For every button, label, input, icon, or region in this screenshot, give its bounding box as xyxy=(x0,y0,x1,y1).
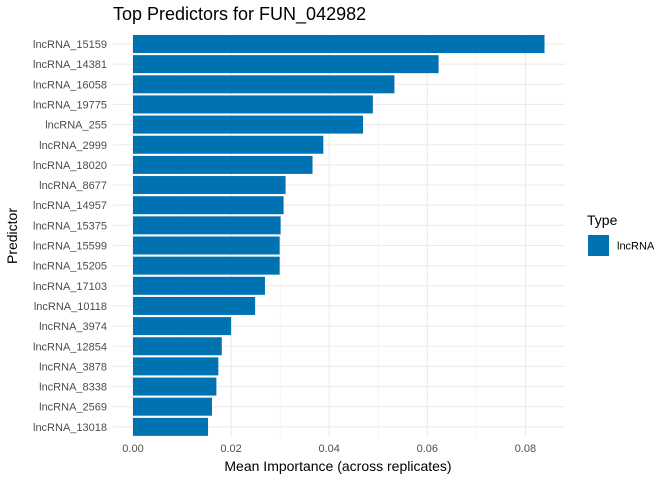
y-tick-label: lncRNA_15205 xyxy=(33,261,107,273)
bar xyxy=(133,196,284,215)
x-tick-labels: 0.00 0.02 0.04 0.06 0.08 xyxy=(122,443,536,455)
y-tick-labels: lncRNA_15159 lncRNA_14381 lncRNA_16058 lncR… xyxy=(33,39,107,434)
y-axis-title: Predictor xyxy=(4,208,20,264)
y-tick-label: lncRNA_3878 xyxy=(39,361,107,373)
bar xyxy=(133,417,209,436)
bar xyxy=(133,35,545,53)
bar xyxy=(133,276,265,295)
bar xyxy=(133,337,222,356)
y-tick-label: lncRNA_15599 xyxy=(33,241,107,253)
chart-title: Top Predictors for FUN_042982 xyxy=(113,4,366,25)
y-tick-label: lncRNA_8677 xyxy=(39,180,107,192)
bar xyxy=(133,236,280,255)
legend-label-lncrna: lncRNA xyxy=(617,241,655,253)
bar xyxy=(133,176,286,195)
y-tick-label: lncRNA_255 xyxy=(45,120,107,132)
x-tick-label: 0.08 xyxy=(515,443,536,455)
y-tick-label: lncRNA_2569 xyxy=(39,402,107,414)
legend: Type lncRNA xyxy=(587,212,655,256)
legend-title: Type xyxy=(587,212,618,228)
bar xyxy=(133,75,395,94)
y-tick-label: lncRNA_14381 xyxy=(33,59,107,71)
y-tick-label: lncRNA_10118 xyxy=(34,301,107,313)
bar xyxy=(133,135,324,154)
y-tick-label: lncRNA_17103 xyxy=(33,281,107,293)
bar xyxy=(133,216,281,235)
bar xyxy=(133,317,232,336)
y-tick-label: lncRNA_3974 xyxy=(39,321,107,333)
bar xyxy=(133,115,364,134)
x-tick-label: 0.02 xyxy=(220,443,241,455)
y-tick-label: lncRNA_2999 xyxy=(39,140,107,152)
bars xyxy=(133,35,545,436)
legend-key-lncrna xyxy=(588,235,609,256)
x-tick-label: 0.00 xyxy=(122,443,143,455)
bar xyxy=(133,296,256,315)
y-tick-label: lncRNA_8338 xyxy=(39,382,107,394)
bar xyxy=(133,377,217,396)
y-tick-label: lncRNA_13018 xyxy=(33,422,107,434)
bar xyxy=(133,256,280,275)
bar xyxy=(133,357,219,376)
bar xyxy=(133,155,313,174)
bar xyxy=(133,95,373,114)
y-tick-label: lncRNA_18020 xyxy=(33,160,107,172)
x-tick-label: 0.06 xyxy=(417,443,438,455)
y-tick-label: lncRNA_16058 xyxy=(33,79,107,91)
y-tick-label: lncRNA_15159 xyxy=(33,39,107,51)
y-tick-label: lncRNA_14957 xyxy=(33,200,107,212)
grid xyxy=(113,34,565,437)
bar xyxy=(133,397,212,416)
y-tick-label: lncRNA_19775 xyxy=(33,99,107,111)
bar xyxy=(133,55,439,74)
x-tick-label: 0.04 xyxy=(318,443,339,455)
y-tick-label: lncRNA_15375 xyxy=(33,220,107,232)
x-axis-title: Mean Importance (across replicates) xyxy=(224,458,451,474)
y-tick-label: lncRNA_12854 xyxy=(33,341,107,353)
